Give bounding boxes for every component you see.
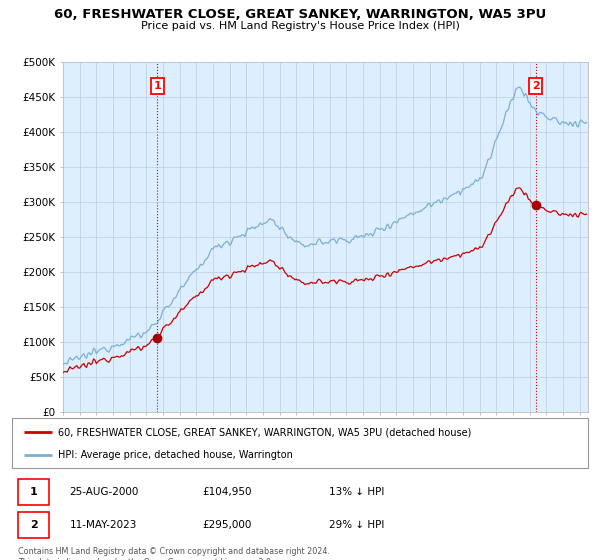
Text: Contains HM Land Registry data © Crown copyright and database right 2024.: Contains HM Land Registry data © Crown c… <box>18 548 329 557</box>
Text: 1: 1 <box>153 81 161 91</box>
Text: 60, FRESHWATER CLOSE, GREAT SANKEY, WARRINGTON, WA5 3PU: 60, FRESHWATER CLOSE, GREAT SANKEY, WARR… <box>54 8 546 21</box>
Text: £295,000: £295,000 <box>202 520 251 530</box>
Text: 2: 2 <box>30 520 37 530</box>
Text: 11-MAY-2023: 11-MAY-2023 <box>70 520 137 530</box>
Text: 2: 2 <box>532 81 540 91</box>
FancyBboxPatch shape <box>18 479 49 505</box>
FancyBboxPatch shape <box>12 418 588 468</box>
Text: 60, FRESHWATER CLOSE, GREAT SANKEY, WARRINGTON, WA5 3PU (detached house): 60, FRESHWATER CLOSE, GREAT SANKEY, WARR… <box>58 427 472 437</box>
Text: 25-AUG-2000: 25-AUG-2000 <box>70 487 139 497</box>
Text: £104,950: £104,950 <box>202 487 251 497</box>
Text: 13% ↓ HPI: 13% ↓ HPI <box>329 487 384 497</box>
Text: Price paid vs. HM Land Registry's House Price Index (HPI): Price paid vs. HM Land Registry's House … <box>140 21 460 31</box>
Text: This data is licensed under the Open Government Licence v3.0.: This data is licensed under the Open Gov… <box>18 558 273 560</box>
Text: 29% ↓ HPI: 29% ↓ HPI <box>329 520 384 530</box>
Text: 1: 1 <box>30 487 37 497</box>
FancyBboxPatch shape <box>18 512 49 538</box>
Text: HPI: Average price, detached house, Warrington: HPI: Average price, detached house, Warr… <box>58 450 293 460</box>
